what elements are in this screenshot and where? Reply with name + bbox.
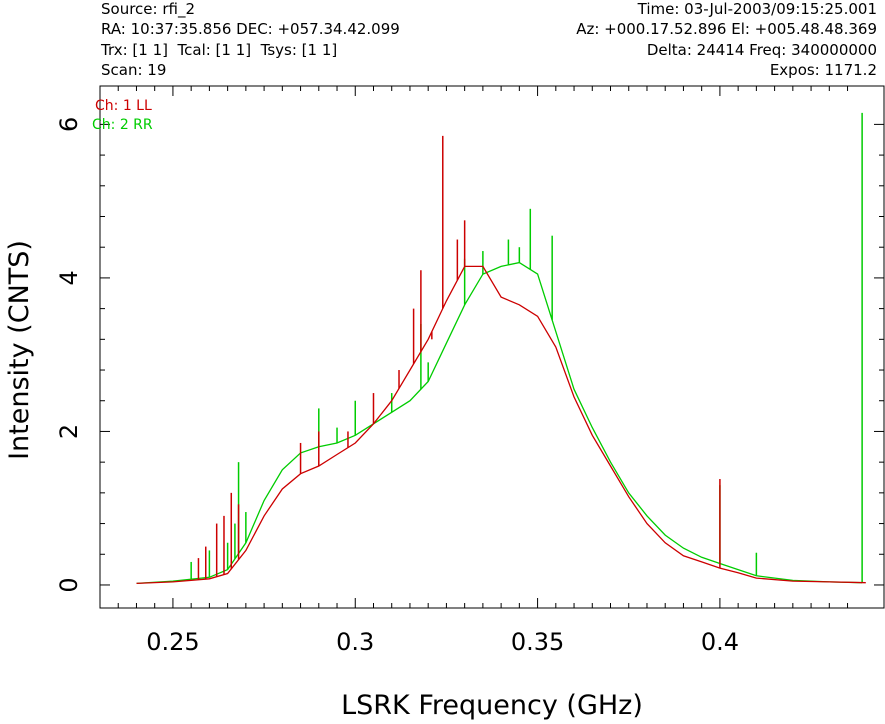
time-label: Time: 03-Jul-2003/09:15:25.001 bbox=[637, 0, 877, 18]
series-line-1 bbox=[136, 265, 866, 585]
series-line-2 bbox=[136, 261, 863, 585]
ra-dec-label: RA: 10:37:35.856 DEC: +057.34.42.099 bbox=[101, 20, 400, 38]
trx-tcal-tsys-label: Trx: [1 1] Tcal: [1 1] Tsys: [1 1] bbox=[101, 41, 338, 59]
plot-frame bbox=[99, 85, 885, 609]
source-label: Source: rfi_2 bbox=[101, 0, 195, 18]
x-axis-label: LSRK Frequency (GHz) bbox=[341, 690, 643, 721]
legend-ch1: Ch: 1 LL bbox=[95, 98, 152, 114]
y-tick-label: 6 bbox=[55, 117, 83, 132]
y-tick-label: 2 bbox=[55, 424, 83, 439]
x-tick-label: 0.4 bbox=[701, 628, 739, 656]
az-el-label: Az: +000.17.52.896 El: +005.48.48.369 bbox=[576, 20, 877, 38]
delta-freq-label: Delta: 24414 Freq: 340000000 bbox=[646, 41, 877, 59]
legend-ch2: Ch: 2 RR bbox=[92, 117, 153, 133]
scan-label: Scan: 19 bbox=[101, 61, 167, 79]
y-axis-label: Intensity (CNTS) bbox=[4, 240, 35, 460]
y-tick-label: 4 bbox=[55, 270, 83, 285]
expos-label: Expos: 1171.2 bbox=[769, 61, 877, 79]
x-tick-label: 0.3 bbox=[336, 628, 374, 656]
y-tick-label: 0 bbox=[55, 577, 83, 592]
x-tick-label: 0.25 bbox=[146, 628, 199, 656]
x-tick-label: 0.35 bbox=[511, 628, 564, 656]
